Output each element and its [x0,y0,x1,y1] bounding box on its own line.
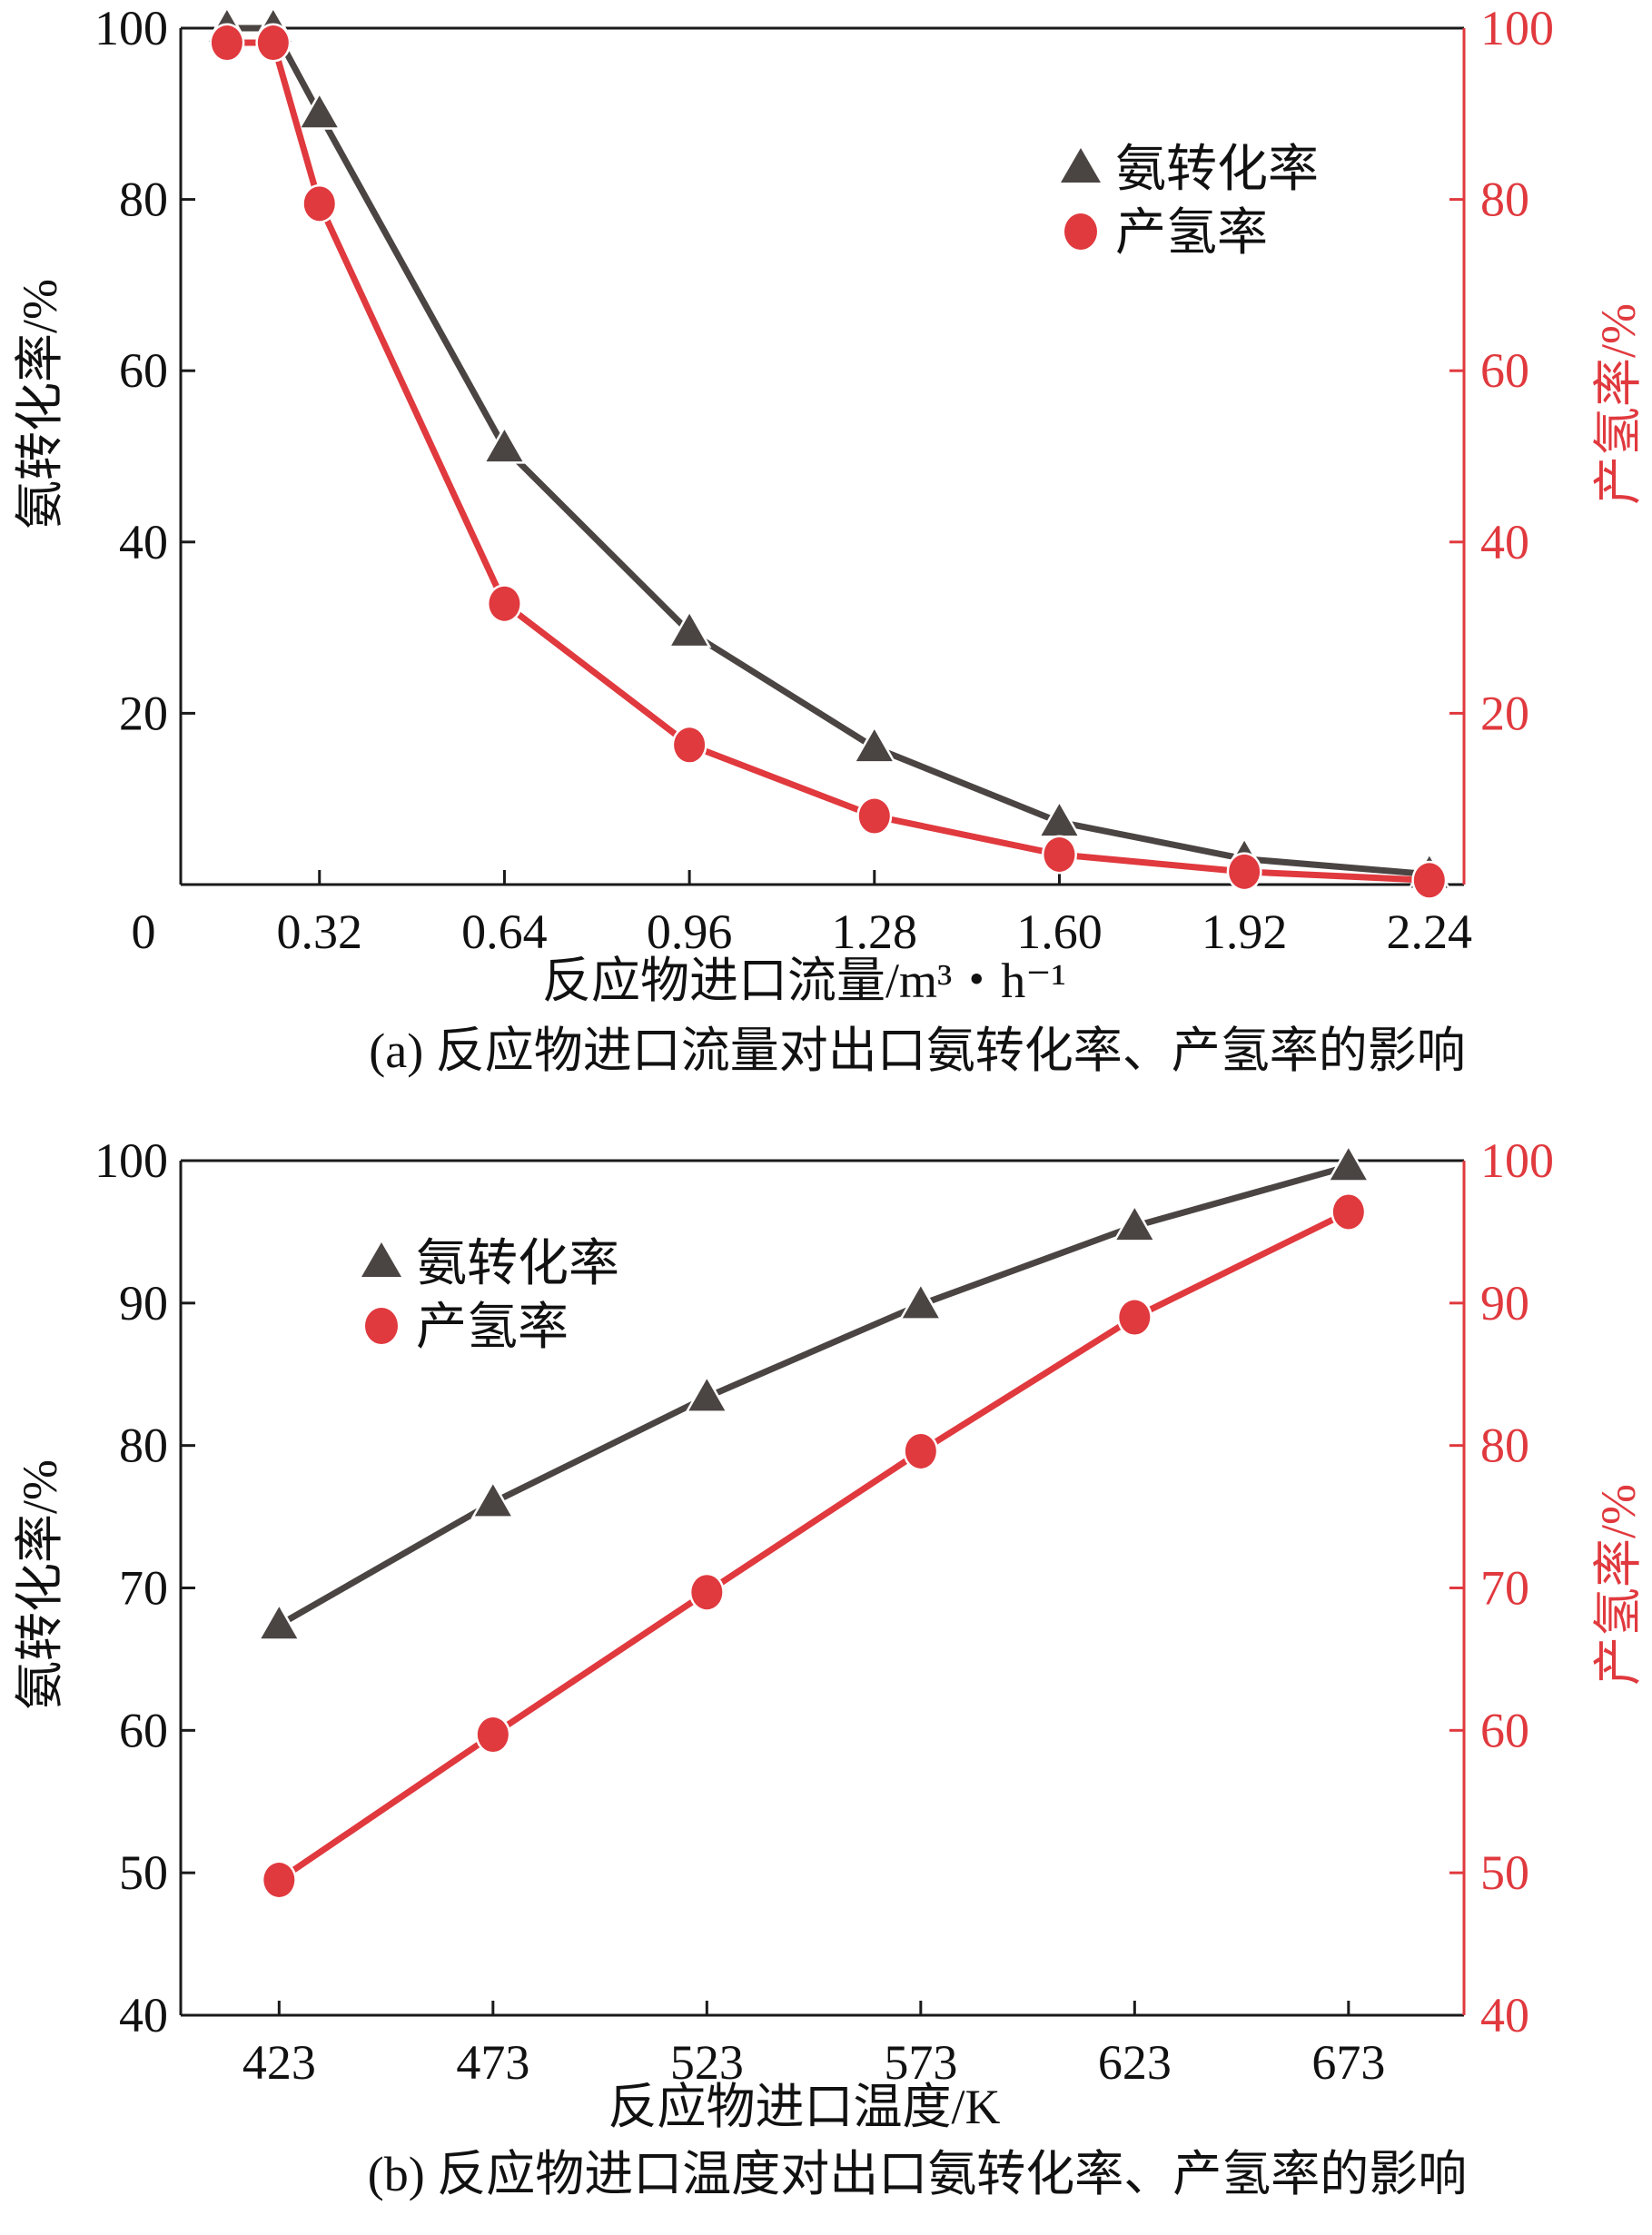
y-tick-label-left: 40 [119,1988,168,2042]
x-tick-label: 1.60 [1016,905,1103,959]
x-tick-label: 423 [242,2035,316,2090]
y-axis-label-right: 产氢率/% [1591,1484,1646,1686]
y-tick-label-right: 20 [1480,686,1529,740]
data-point-circle [209,23,245,63]
data-point-triangle [1113,1203,1157,1242]
y-tick-label-left: 90 [119,1276,168,1330]
legend-circle-icon [365,1308,398,1344]
x-tick-label: 0.64 [461,905,548,959]
data-point-triangle [685,1374,729,1413]
x-tick-label: 1.92 [1202,905,1288,959]
data-point-circle [1041,835,1077,875]
y-tick-label-left: 70 [119,1561,168,1616]
y-tick-label-right: 60 [1480,1703,1529,1757]
x-axis-label: 反应物进口流量/m³・h⁻¹ [542,954,1066,1008]
data-point-triangle [257,1602,302,1641]
y-tick-label-left: 60 [119,343,168,398]
data-point-circle [486,584,522,624]
y-axis-label-left: 氨转化率/% [13,1459,67,1710]
x-tick-label: 523 [670,2035,744,2090]
y-tick-label-right: 70 [1480,1561,1529,1616]
y-tick-label-right: 100 [1480,1,1554,55]
legend-label: 氨转化率 [1115,142,1319,198]
data-point-circle [1331,1192,1367,1231]
data-point-triangle [852,725,897,764]
x-tick-label: 623 [1098,2035,1172,2090]
y-tick-label-left: 80 [119,173,168,227]
y-tick-label-right: 50 [1480,1845,1529,1900]
y-tick-label-left: 80 [119,1419,168,1473]
data-point-triangle [297,91,342,130]
y-tick-label-left: 50 [119,1845,168,1900]
y-tick-label-left: 100 [94,1133,168,1188]
series-line-ammonia-conversion [277,1162,1350,1628]
legend-label: 氨转化率 [416,1236,619,1292]
figure-caption: (b) 反应物进口温度对出口氨转化率、产氢率的影响 [368,2147,1467,2201]
series-line-hydrogen-yield [277,1209,1350,1883]
data-point-circle [688,1572,725,1612]
x-tick-label: 0.32 [277,905,363,959]
data-point-circle [1116,1298,1152,1338]
y-tick-label-left: 60 [119,1703,168,1757]
data-point-triangle [667,608,712,648]
y-tick-label-right: 40 [1480,1988,1529,2042]
y-axis-label-right: 产氢率/% [1591,303,1646,505]
y-tick-label-left: 100 [94,1,168,55]
data-point-circle [856,796,893,836]
legend-triangle-icon [361,1242,401,1277]
y-tick-label-right: 60 [1480,343,1529,398]
y-axis-label-left: 氨转化率/% [13,279,67,529]
data-point-circle [475,1715,511,1755]
chart-b: 40 40 50 50 60 60 70 70 80 80 90 90 100 100 423 473 523 5… [13,1133,1646,2201]
y-tick-label-right: 100 [1480,1133,1554,1188]
x-tick-label: 473 [456,2035,529,2090]
legend-circle-icon [1064,213,1097,250]
x-tick-label: 1.28 [832,905,918,959]
y-tick-label-right: 40 [1480,515,1529,569]
figure-caption: (a) 反应物进口流量对出口氨转化率、产氢率的影响 [369,1024,1465,1078]
data-point-circle [302,183,338,223]
chart-a: 20 20 40 40 60 60 80 80 100 100 0 0.32 0.64 0.96 1.28 1… [13,1,1646,1078]
data-point-triangle [898,1281,944,1320]
data-point-circle [261,1860,297,1900]
y-tick-label-right: 80 [1480,173,1529,227]
y-tick-label-right: 80 [1480,1419,1529,1473]
x-tick-label: 0.96 [647,905,733,959]
x-axis-label: 反应物进口温度/K [608,2080,1001,2134]
data-point-circle [1226,852,1262,892]
data-point-circle [903,1431,939,1471]
y-tick-label-left: 40 [119,515,168,569]
data-point-triangle [482,425,527,464]
x-tick-label: 2.24 [1387,905,1473,959]
x-tick-label: 573 [884,2035,957,2090]
y-tick-label-left: 20 [119,686,168,740]
legend-label: 产氢率 [416,1300,569,1356]
data-point-triangle [1326,1143,1371,1182]
data-point-circle [255,23,292,63]
legend-label: 产氢率 [1115,205,1268,262]
x-tick-label: 673 [1311,2035,1385,2090]
data-point-circle [1411,860,1448,900]
data-point-circle [671,725,707,765]
y-tick-label-right: 90 [1480,1276,1529,1330]
data-point-triangle [470,1479,516,1518]
origin-label: 0 [132,905,156,959]
legend-triangle-icon [1061,148,1101,183]
